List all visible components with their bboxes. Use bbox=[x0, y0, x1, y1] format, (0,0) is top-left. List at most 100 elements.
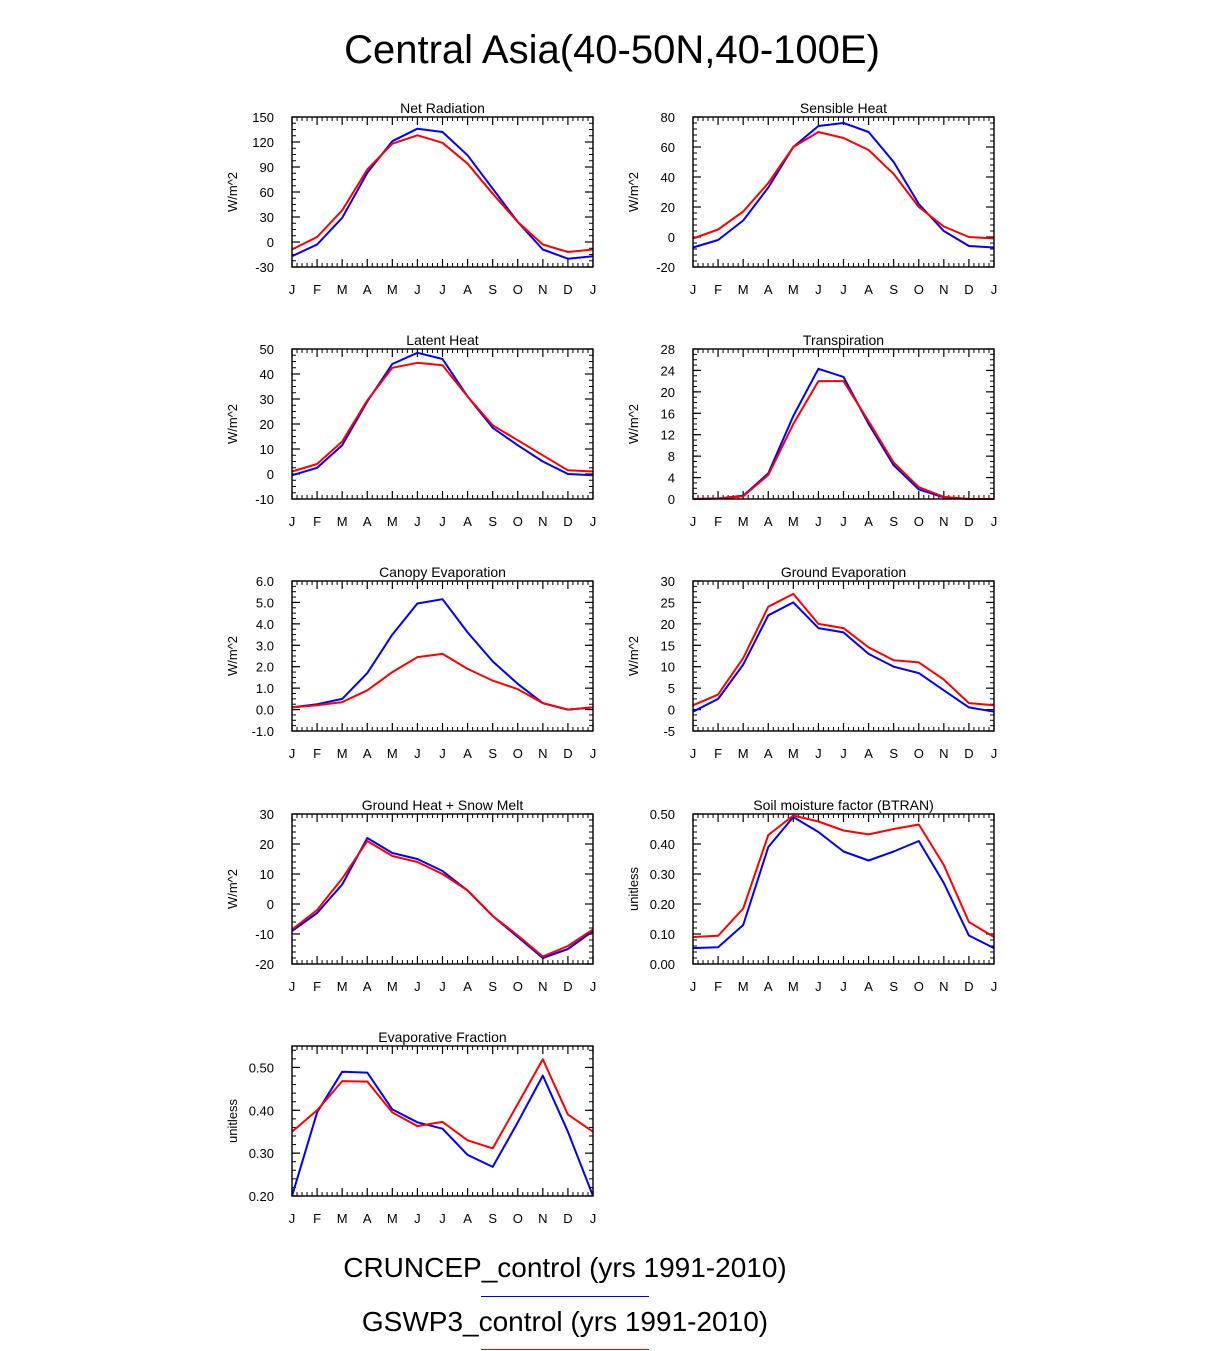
y-tick-label: 20 bbox=[661, 200, 675, 215]
x-tick-label: N bbox=[939, 514, 948, 529]
legend-label-cruncep: CRUNCEP_control (yrs 1991-2010) bbox=[343, 1252, 787, 1283]
chart-title: Evaporative Fraction bbox=[378, 1029, 506, 1045]
y-tick-label: 0.50 bbox=[249, 1060, 274, 1075]
plot-frame bbox=[692, 116, 995, 268]
x-tick-label: A bbox=[363, 746, 372, 761]
x-tick-label: J bbox=[840, 979, 847, 994]
series-line-gswp3-control bbox=[291, 840, 594, 958]
y-tick-label: 4 bbox=[668, 471, 675, 486]
x-tick-label: O bbox=[513, 746, 523, 761]
chart-title: Latent Heat bbox=[406, 332, 478, 348]
y-tick-label: 20 bbox=[260, 417, 274, 432]
series-line-cruncep-control bbox=[692, 601, 995, 713]
y-axis-label: unitless bbox=[626, 866, 641, 911]
series-line-gswp3-control bbox=[692, 131, 995, 240]
x-tick-label: M bbox=[788, 514, 799, 529]
legend-label-gswp3: GSWP3_control (yrs 1991-2010) bbox=[361, 1306, 769, 1337]
x-tick-label: S bbox=[488, 979, 497, 994]
y-tick-label: 0 bbox=[267, 467, 274, 482]
x-tick-label: J bbox=[439, 1211, 446, 1226]
plot-frame bbox=[291, 116, 594, 268]
y-tick-label: 3.0 bbox=[256, 638, 274, 653]
x-tick-label: J bbox=[991, 746, 998, 761]
y-tick-label: 24 bbox=[661, 363, 675, 378]
y-tick-label: 0 bbox=[668, 230, 675, 245]
x-tick-label: D bbox=[964, 979, 973, 994]
series-line-gswp3-control bbox=[291, 134, 594, 253]
x-tick-label: S bbox=[488, 746, 497, 761]
x-tick-label: D bbox=[964, 514, 973, 529]
y-tick-label: 150 bbox=[252, 110, 274, 125]
x-tick-label: S bbox=[889, 514, 898, 529]
series-line-gswp3-control bbox=[692, 814, 995, 938]
chart-title: Ground Heat + Snow Melt bbox=[362, 797, 524, 813]
series-line-cruncep-control bbox=[291, 127, 594, 260]
x-tick-label: D bbox=[563, 979, 572, 994]
x-tick-label: N bbox=[939, 746, 948, 761]
x-tick-label: A bbox=[864, 746, 873, 761]
y-axis-label: unitless bbox=[225, 1098, 240, 1143]
y-tick-label: 0.40 bbox=[249, 1103, 274, 1118]
x-tick-label: A bbox=[363, 1211, 372, 1226]
x-tick-label: J bbox=[439, 979, 446, 994]
y-tick-label: -20 bbox=[255, 957, 274, 972]
y-tick-label: 20 bbox=[661, 617, 675, 632]
x-tick-label: A bbox=[463, 282, 472, 297]
series-line-cruncep-control bbox=[692, 367, 994, 500]
y-tick-label: 6.0 bbox=[256, 574, 274, 589]
y-tick-label: 2.0 bbox=[256, 660, 274, 675]
x-tick-label: D bbox=[563, 1211, 572, 1226]
chart-title: Soil moisture factor (BTRAN) bbox=[753, 797, 933, 813]
y-tick-label: 16 bbox=[661, 406, 675, 421]
x-tick-label: J bbox=[439, 282, 446, 297]
y-tick-label: 0.10 bbox=[650, 927, 675, 942]
x-tick-label: M bbox=[788, 282, 799, 297]
y-tick-label: 28 bbox=[661, 342, 675, 357]
plot-frame bbox=[291, 348, 594, 500]
x-tick-label: M bbox=[337, 514, 348, 529]
x-tick-label: J bbox=[414, 1211, 421, 1226]
x-tick-label: F bbox=[313, 514, 321, 529]
x-tick-label: J bbox=[840, 514, 847, 529]
x-tick-label: D bbox=[563, 514, 572, 529]
legend-line-gswp3 bbox=[481, 1349, 649, 1350]
x-tick-label: N bbox=[538, 1211, 547, 1226]
x-tick-label: J bbox=[815, 979, 822, 994]
y-tick-label: -10 bbox=[255, 927, 274, 942]
chart-title: Sensible Heat bbox=[800, 100, 887, 116]
x-tick-label: S bbox=[488, 282, 497, 297]
x-tick-label: J bbox=[690, 514, 697, 529]
x-tick-label: J bbox=[590, 1211, 597, 1226]
y-tick-label: 4.0 bbox=[256, 617, 274, 632]
y-tick-label: 40 bbox=[661, 170, 675, 185]
y-tick-label: 30 bbox=[260, 210, 274, 225]
chart-title: Ground Evaporation bbox=[781, 564, 906, 580]
x-tick-label: O bbox=[914, 514, 924, 529]
x-tick-label: N bbox=[538, 282, 547, 297]
x-tick-label: J bbox=[815, 514, 822, 529]
x-tick-label: F bbox=[714, 282, 722, 297]
x-tick-label: J bbox=[991, 979, 998, 994]
x-tick-label: M bbox=[337, 282, 348, 297]
series-line-cruncep-control bbox=[692, 122, 995, 249]
x-tick-label: N bbox=[939, 282, 948, 297]
plot-frame bbox=[291, 813, 594, 965]
y-tick-label: 30 bbox=[260, 807, 274, 822]
y-tick-label: -1.0 bbox=[252, 724, 274, 739]
x-tick-label: D bbox=[563, 746, 572, 761]
x-tick-label: J bbox=[690, 746, 697, 761]
x-tick-label: S bbox=[889, 282, 898, 297]
x-tick-label: S bbox=[889, 979, 898, 994]
x-tick-label: N bbox=[538, 514, 547, 529]
x-tick-label: J bbox=[439, 514, 446, 529]
x-tick-label: O bbox=[914, 746, 924, 761]
x-tick-label: J bbox=[690, 979, 697, 994]
y-tick-label: 10 bbox=[661, 660, 675, 675]
x-tick-label: M bbox=[387, 979, 398, 994]
y-tick-label: 0.00 bbox=[650, 957, 675, 972]
y-axis-label: W/m^2 bbox=[225, 636, 240, 676]
x-tick-label: J bbox=[289, 979, 296, 994]
